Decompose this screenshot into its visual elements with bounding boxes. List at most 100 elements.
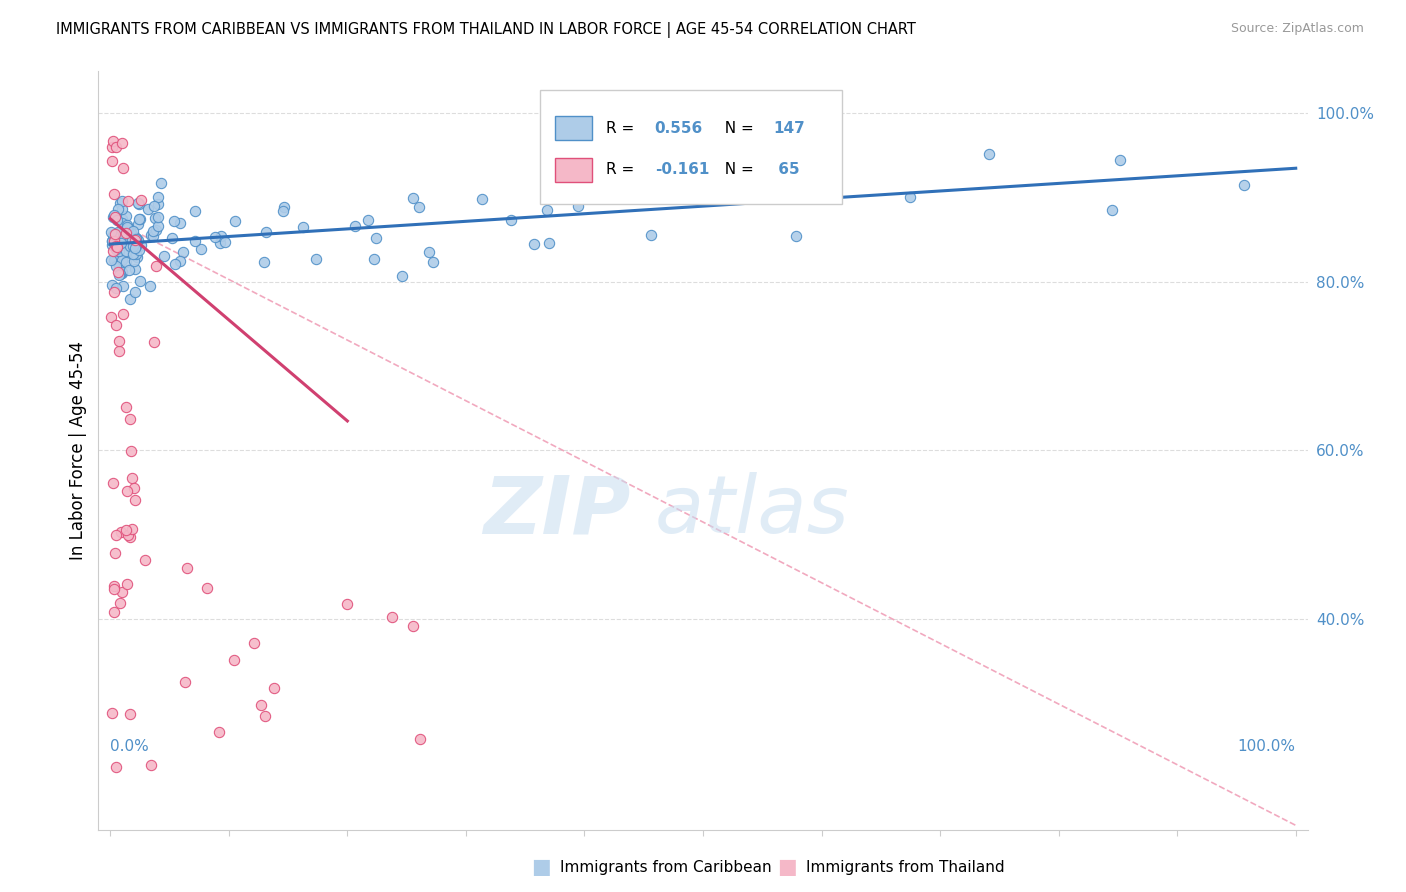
Point: [391, 268, 413, 283]
Point: [422, 254, 444, 268]
Point: [1109, 153, 1132, 168]
Point: [104, 211, 127, 225]
Point: [184, 234, 207, 248]
Point: [120, 707, 142, 722]
Point: [107, 240, 129, 254]
Point: [214, 235, 236, 250]
Point: [242, 635, 264, 649]
Point: [305, 252, 328, 266]
Point: [291, 220, 314, 235]
Point: [567, 188, 589, 202]
Point: [110, 252, 132, 266]
Point: [160, 231, 183, 245]
Point: [1101, 202, 1123, 217]
Point: [112, 161, 135, 176]
Point: [103, 230, 125, 244]
Point: [111, 585, 134, 599]
Text: 0.556: 0.556: [655, 120, 703, 136]
Text: N =: N =: [716, 162, 759, 178]
Text: R =: R =: [606, 120, 640, 136]
Point: [101, 237, 124, 252]
Text: ■: ■: [778, 857, 797, 877]
Point: [115, 484, 138, 499]
Point: [124, 262, 146, 277]
Point: [100, 253, 122, 268]
Point: [125, 239, 148, 253]
Point: [898, 189, 921, 203]
Point: [128, 244, 150, 258]
Point: [128, 211, 150, 226]
Point: [105, 212, 128, 227]
Point: [105, 259, 128, 273]
Point: [104, 281, 127, 295]
Point: [176, 561, 198, 575]
Point: [121, 522, 143, 536]
Point: [208, 236, 231, 251]
Text: 0.0%: 0.0%: [110, 739, 149, 754]
Point: [224, 213, 246, 227]
Point: [263, 681, 285, 695]
Point: [104, 227, 127, 241]
Point: [107, 202, 129, 216]
Point: [103, 134, 125, 148]
Point: [204, 230, 226, 244]
Point: [129, 274, 152, 288]
Point: [408, 200, 430, 214]
Point: [111, 136, 134, 151]
Point: [118, 412, 141, 426]
Text: Source: ZipAtlas.com: Source: ZipAtlas.com: [1230, 22, 1364, 36]
Point: [115, 255, 138, 269]
Text: N =: N =: [716, 120, 759, 136]
Point: [103, 253, 125, 268]
Point: [127, 196, 149, 211]
Point: [100, 310, 122, 324]
Text: Immigrants from Thailand: Immigrants from Thailand: [806, 860, 1004, 874]
Point: [103, 234, 125, 248]
Point: [129, 212, 152, 227]
Point: [111, 265, 134, 279]
Point: [122, 253, 145, 268]
Point: [111, 202, 134, 216]
Point: [125, 232, 148, 246]
Point: [273, 200, 295, 214]
Point: [101, 244, 124, 259]
Point: [122, 224, 145, 238]
Point: [172, 244, 194, 259]
Point: [146, 211, 169, 225]
Point: [103, 186, 125, 201]
Point: [145, 222, 167, 236]
Text: 147: 147: [773, 120, 804, 136]
Point: [150, 176, 173, 190]
Point: [107, 265, 129, 279]
Point: [208, 724, 231, 739]
Point: [103, 582, 125, 596]
Point: [129, 193, 152, 207]
Point: [173, 675, 195, 690]
Point: [103, 476, 125, 491]
Point: [112, 226, 135, 240]
Point: [254, 226, 277, 240]
Point: [146, 219, 169, 233]
Point: [522, 237, 544, 252]
Point: [127, 217, 149, 231]
Point: [124, 235, 146, 249]
Point: [979, 147, 1001, 161]
Point: [209, 229, 232, 244]
Point: [118, 263, 141, 277]
Point: [163, 214, 186, 228]
Point: [197, 581, 219, 595]
Point: [100, 139, 122, 153]
Point: [100, 226, 122, 240]
Point: [134, 553, 156, 567]
Text: atlas: atlas: [655, 472, 849, 550]
Point: [402, 190, 425, 204]
Point: [101, 210, 124, 224]
Point: [129, 237, 152, 252]
Point: [336, 598, 359, 612]
Y-axis label: In Labor Force | Age 45-54: In Labor Force | Age 45-54: [69, 341, 87, 560]
Point: [121, 240, 143, 254]
Point: [253, 708, 276, 723]
Point: [108, 244, 131, 258]
Point: [640, 227, 662, 242]
Point: [110, 235, 132, 250]
